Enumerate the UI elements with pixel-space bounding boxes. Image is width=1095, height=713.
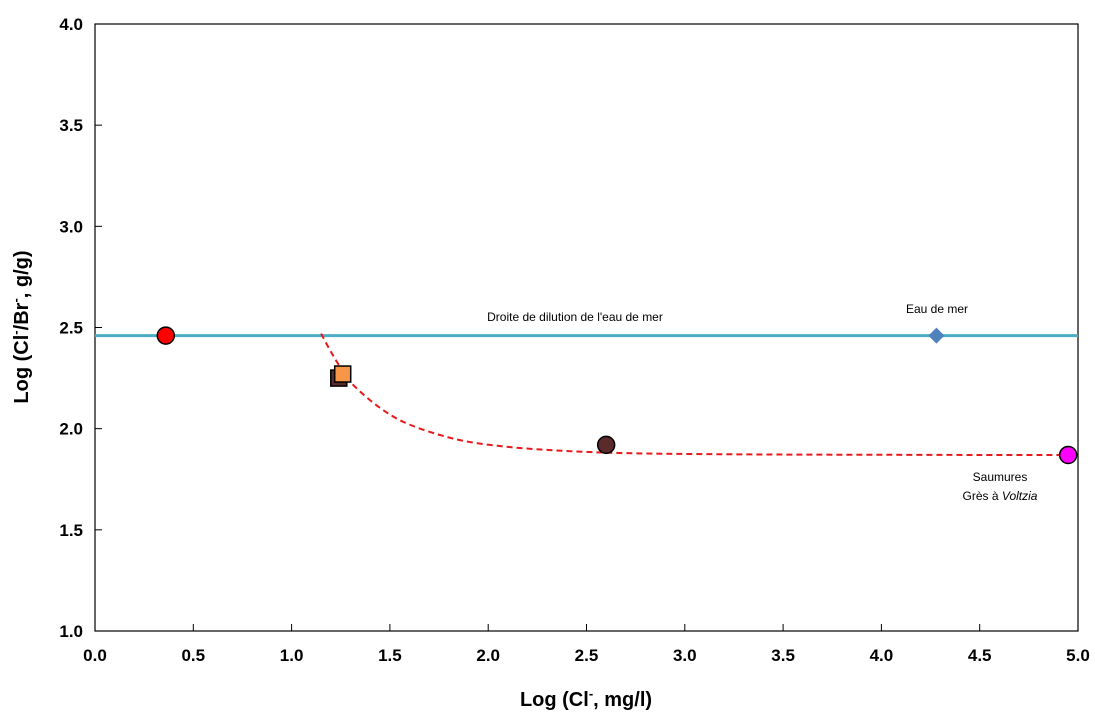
data-point-circle: [596, 435, 616, 455]
y-axis-ticks: 1.0 1.5 2.0 2.5 3.0 3.5 4.0: [59, 15, 102, 641]
x-tick-label: 3.0: [673, 646, 697, 665]
data-point-circle: [1058, 445, 1078, 465]
y-title-pre: Log (Cl: [11, 335, 33, 404]
y-tick-label: 3.0: [59, 217, 83, 236]
data-points: [156, 326, 1078, 465]
x-tick-label: 5.0: [1066, 646, 1090, 665]
x-title-pre: Log (Cl: [520, 689, 589, 711]
data-point-square: [333, 365, 352, 383]
x-title-post: , mg/l): [593, 689, 652, 711]
x-tick-label: 2.5: [575, 646, 599, 665]
data-point-diamond: [928, 327, 945, 344]
x-axis-ticks: 0.0 0.5 1.0 1.5 2.0 2.5 3.0 3.5 4.0 4.5 5.0: [83, 624, 1090, 665]
y-tick-label: 3.5: [59, 116, 83, 135]
gres-prefix: Grès à: [963, 489, 1002, 503]
x-tick-label: 3.5: [771, 646, 795, 665]
y-tick-label: 4.0: [59, 15, 83, 34]
seawater-label: Eau de mer: [906, 302, 968, 316]
y-title-sup1: -: [8, 330, 23, 334]
x-tick-label: 1.0: [280, 646, 304, 665]
x-tick-label: 0.0: [83, 646, 107, 665]
x-axis-title: Log (Cl-, mg/l): [520, 686, 652, 711]
y-tick-label: 1.5: [59, 521, 83, 540]
y-title-post: , g/g): [11, 250, 33, 298]
y-title-sup2: -: [8, 298, 23, 302]
x-tick-label: 4.0: [870, 646, 894, 665]
dilution-line-label: Droite de dilution de l'eau de mer: [487, 310, 663, 324]
y-title-mid: /Br: [11, 302, 33, 330]
x-tick-label: 1.5: [378, 646, 402, 665]
y-tick-label: 2.5: [59, 319, 83, 338]
data-point-circle: [156, 326, 176, 345]
voltzia-italic: Voltzia: [1002, 489, 1038, 503]
y-axis-title: Log (Cl-/Br-, g/g): [8, 250, 33, 403]
x-tick-label: 0.5: [181, 646, 205, 665]
gres-voltzia-label: Grès à Voltzia: [963, 489, 1038, 503]
x-tick-label: 4.5: [968, 646, 992, 665]
x-tick-label: 2.0: [476, 646, 500, 665]
y-tick-label: 1.0: [59, 622, 83, 641]
plot-frame: [94, 23, 1079, 632]
mixing-curve: [320, 333, 1069, 456]
y-tick-label: 2.0: [59, 420, 83, 439]
brines-label: Saumures: [973, 470, 1028, 484]
x-title-sup: -: [589, 686, 593, 701]
